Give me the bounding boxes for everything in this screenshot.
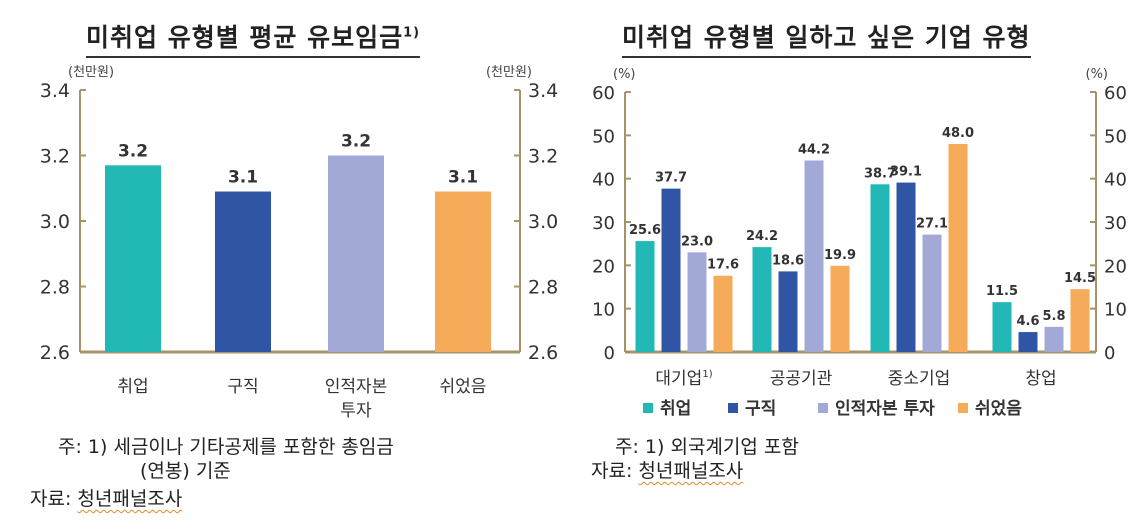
data-label: 3.1 [448,168,478,188]
data-label: 24.2 [746,229,778,244]
y-tick-label-right: 0 [1104,343,1115,364]
bar [713,275,733,352]
legend-swatch [958,403,968,413]
y-tick-label-left: 10 [592,300,615,321]
bar [896,182,916,352]
legend-label: 쉬었음 [975,398,1022,419]
y-tick-label-left: 2.8 [40,277,70,299]
category-label: 구직 [227,377,258,397]
data-label: 19.9 [824,248,856,263]
data-label: 27.1 [916,217,948,232]
y-tick-label-left: 50 [592,126,615,147]
legend-label: 취업 [660,398,691,419]
y-tick-label-left: 2.6 [40,342,70,364]
data-label: 11.5 [986,284,1018,299]
y-tick-label-left: 3.2 [40,146,70,168]
y-unit-right: (%) [1086,67,1109,82]
bar [215,191,271,352]
category-label: 대기업1) [655,369,712,389]
bar [105,165,161,352]
y-tick-label-left: 20 [592,256,615,277]
y-tick-label-right: 50 [1104,126,1127,147]
data-label: 3.1 [228,168,258,188]
bar [948,144,968,352]
bar [830,265,850,352]
data-label: 37.7 [655,171,687,186]
legend-swatch [643,403,653,413]
y-tick-label-right: 20 [1104,256,1127,277]
right-chart-title: 미취업 유형별 일하고 싶은 기업 유형 [622,18,1031,58]
bar [870,184,890,352]
bar [1070,289,1090,352]
y-tick-label-right: 3.4 [528,80,558,102]
bar [687,252,707,352]
data-label: 14.5 [1064,271,1096,286]
bar [1044,326,1064,352]
y-tick-label-right: 2.6 [528,342,558,364]
data-label: 23.0 [681,234,713,249]
y-tick-label-right: 2.8 [528,277,558,299]
left-chart-title: 미취업 유형별 평균 유보임금1) [86,18,421,58]
right-source: 자료: 청년패널조사 [591,460,744,482]
bar [635,241,655,352]
data-label: 48.0 [942,126,974,141]
legend-label: 구직 [745,399,776,419]
data-label: 44.2 [798,142,830,157]
legend-swatch [818,403,828,413]
data-label: 18.6 [772,253,804,268]
category-label: 취업 [117,377,148,397]
y-tick-label-left: 0 [604,343,615,364]
y-tick-label-right: 40 [1104,170,1127,191]
bar [328,155,384,352]
y-unit-left: (%) [613,67,636,82]
bar [752,247,772,352]
bar [922,234,942,352]
category-label: 쉬었음 [440,377,487,397]
y-unit-right: (천만원) [486,65,532,80]
y-tick-label-left: 3.0 [40,211,70,233]
data-label: 3.2 [118,141,148,161]
data-label: 4.6 [1016,314,1039,329]
left-source: 자료: 청년패널조사 [30,488,183,510]
data-label: 3.2 [341,132,371,152]
bar [1018,332,1038,352]
y-tick-label-left: 40 [592,170,615,191]
data-label: 25.6 [629,223,661,238]
category-label: 중소기업 [888,369,951,389]
legend-swatch [728,403,738,413]
y-tick-label-right: 3.2 [528,146,558,168]
data-label: 38.7 [864,166,896,181]
bar [661,188,681,352]
data-label: 17.6 [707,258,739,273]
category-label: 인적자본 [325,377,388,397]
category-label: 창업 [1025,369,1056,389]
legend-label: 인적자본 투자 [835,399,935,419]
y-tick-label-right: 10 [1104,300,1127,321]
y-tick-label-right: 30 [1104,213,1127,234]
y-tick-label-left: 3.4 [40,80,70,102]
category-label: 투자 [340,401,372,421]
category-label: 공공기관 [770,369,833,389]
y-unit-left: (천만원) [68,65,114,80]
y-tick-label-right: 3.0 [528,211,558,233]
y-tick-label-right: 60 [1104,83,1127,104]
bar [435,191,491,352]
data-label: 39.1 [890,165,922,180]
left-note-cont: (연봉) 기준 [140,460,231,482]
left-note: 주: 1) 세금이나 기타공제를 포함한 총임금 [58,436,394,458]
right-note: 주: 1) 외국계기업 포함 [615,436,799,458]
bar [804,160,824,352]
bar [992,302,1012,352]
bar [778,271,798,352]
y-tick-label-left: 30 [592,213,615,234]
y-tick-label-left: 60 [592,83,615,104]
data-label: 5.8 [1042,309,1065,324]
